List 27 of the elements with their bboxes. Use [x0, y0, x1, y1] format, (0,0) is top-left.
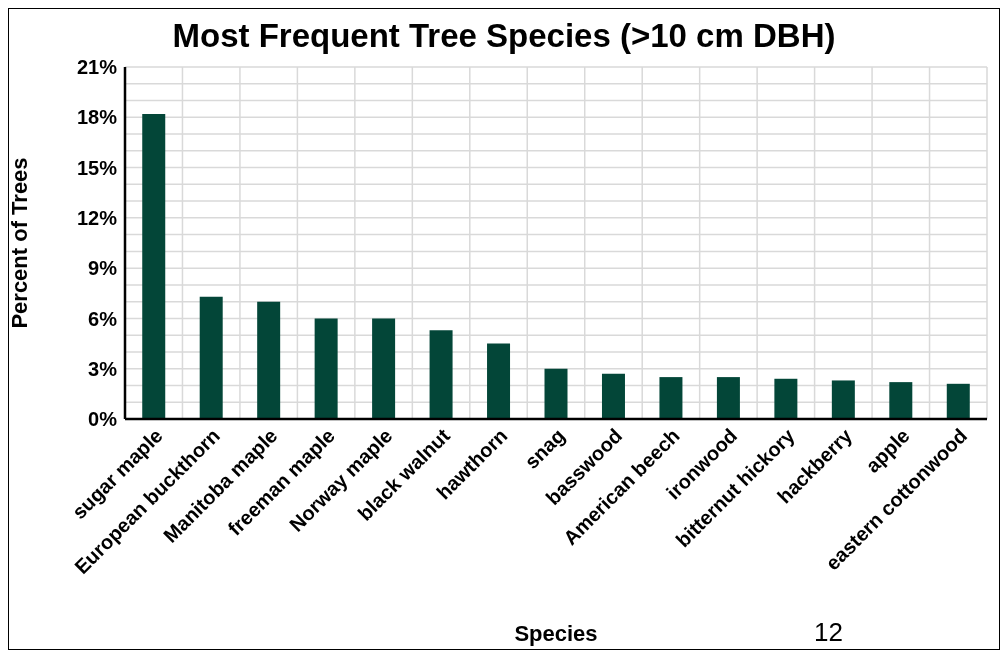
text: 12	[814, 617, 843, 648]
x-axis-title: Species	[514, 621, 598, 646]
bar	[429, 330, 453, 419]
bar	[716, 377, 740, 419]
bar	[544, 368, 568, 419]
y-tick-label: 18%	[76, 106, 118, 129]
bar	[487, 343, 511, 419]
bar	[831, 380, 855, 419]
y-axis-title: Percent of Trees	[6, 157, 32, 329]
chart-title: Most Frequent Tree Species (>10 cm DBH)	[171, 17, 837, 55]
bar	[199, 296, 223, 419]
y-tick-label: 21%	[76, 56, 118, 79]
y-tick-label: 0%	[88, 408, 118, 431]
bar	[601, 373, 625, 419]
bar	[257, 301, 281, 419]
bar	[659, 377, 683, 419]
bar	[314, 318, 338, 419]
y-tick-label: 15%	[76, 156, 118, 179]
bar	[946, 383, 970, 419]
bar	[372, 318, 396, 419]
y-tick-label: 3%	[88, 357, 118, 380]
y-tick-label: 6%	[88, 307, 118, 330]
bar	[889, 382, 913, 419]
y-tick-label: 9%	[88, 257, 118, 280]
bar	[142, 113, 166, 419]
bar	[774, 378, 798, 419]
y-tick-label: 12%	[76, 206, 118, 229]
